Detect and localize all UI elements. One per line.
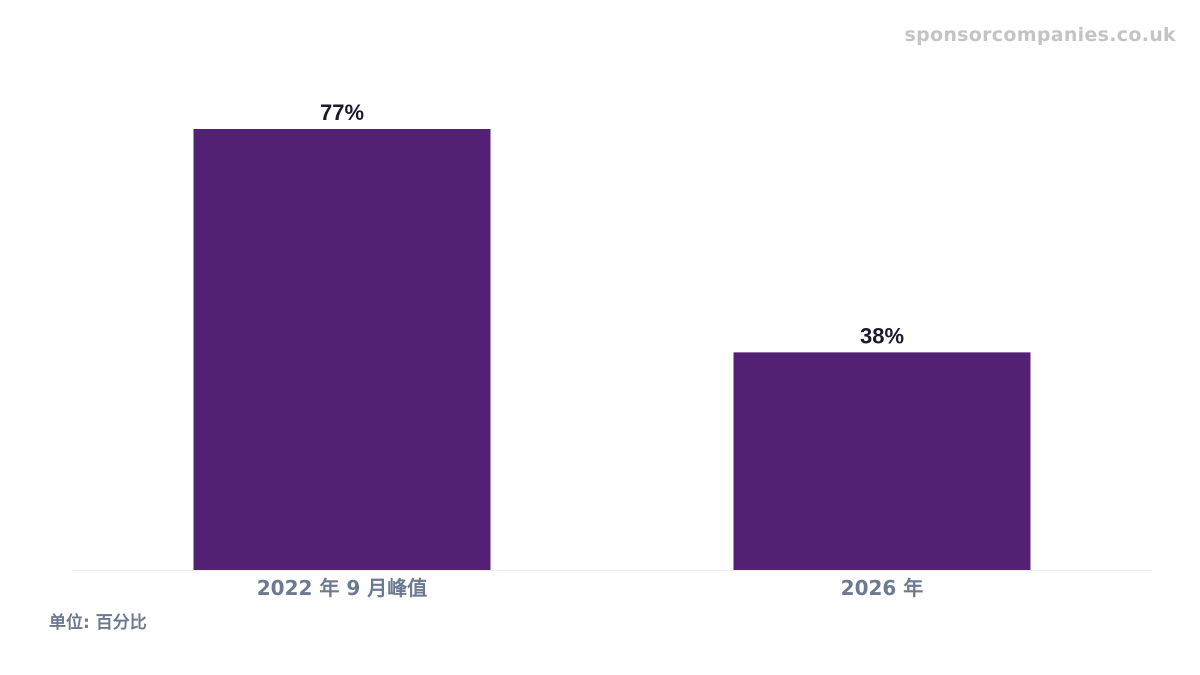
watermark: sponsorcompanies.co.uk (904, 24, 1176, 46)
bar-1 (193, 129, 491, 570)
value-labels-group: 77% 38% (320, 100, 904, 348)
bars-group (193, 129, 1031, 570)
x-tick-label-1: 2022 年 9 月峰值 (257, 576, 427, 600)
bar-2 (733, 352, 1031, 570)
value-label-1: 77% (320, 100, 364, 125)
x-tick-labels-group: 2022 年 9 月峰值 2026 年 (257, 576, 924, 600)
value-label-2: 38% (860, 323, 904, 348)
unit-label: 单位: 百分比 (49, 613, 147, 633)
x-tick-label-2: 2026 年 (841, 576, 924, 600)
